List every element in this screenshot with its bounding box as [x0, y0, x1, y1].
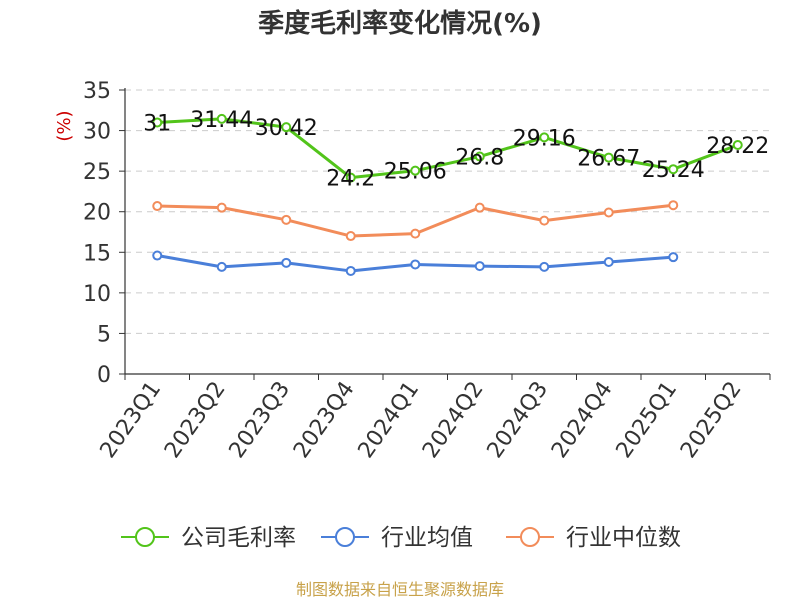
data-label: 31.44: [190, 108, 253, 133]
data-label: 29.16: [513, 126, 576, 151]
x-tick-label: 2024Q3: [483, 377, 554, 463]
data-point: [732, 140, 743, 151]
x-tick-label: 2023Q1: [96, 377, 167, 463]
data-point: [668, 252, 679, 263]
legend-marker: [135, 527, 155, 547]
legend-item[interactable]: 行业均值: [321, 525, 473, 551]
data-point: [603, 152, 614, 163]
data-point: [474, 261, 485, 272]
data-point: [216, 113, 227, 124]
legend-label: 公司毛利率: [181, 525, 296, 551]
y-tick-label: 5: [97, 322, 111, 347]
legend-marker: [520, 527, 540, 547]
x-tick-label: 2025Q1: [612, 377, 683, 463]
legend[interactable]: 公司毛利率 行业均值 行业中位数: [121, 525, 681, 551]
data-point: [345, 231, 356, 242]
y-tick-label: 15: [83, 241, 111, 266]
y-tick-label: 25: [83, 160, 111, 185]
data-point: [410, 228, 421, 239]
data-label: 30.42: [255, 116, 318, 141]
x-tick-label: 2025Q2: [676, 377, 747, 463]
data-point: [603, 257, 614, 268]
data-point: [474, 151, 485, 162]
y-axis-unit-label: (%): [54, 110, 75, 141]
data-point: [152, 250, 163, 261]
data-label: 26.67: [577, 147, 640, 172]
data-point: [410, 165, 421, 176]
legend-marker: [335, 527, 355, 547]
data-point: [152, 117, 163, 128]
data-label: 28.22: [706, 134, 769, 159]
chart-title: 季度毛利率变化情况(%): [258, 8, 542, 39]
legend-label: 行业均值: [381, 525, 473, 551]
data-point: [539, 215, 550, 226]
data-point: [281, 122, 292, 133]
y-tick-label: 10: [83, 282, 111, 307]
x-tick-label: 2024Q1: [354, 377, 425, 463]
axes: 051015202530352023Q12023Q22023Q32023Q420…: [83, 79, 771, 463]
legend-item[interactable]: 公司毛利率: [121, 525, 296, 551]
data-point: [152, 201, 163, 212]
y-tick-label: 20: [83, 201, 111, 226]
data-point: [216, 202, 227, 213]
data-point: [410, 259, 421, 270]
data-point: [474, 202, 485, 213]
gridlines: [125, 89, 770, 334]
x-tick-label: 2023Q2: [160, 377, 231, 463]
series-lines: [152, 113, 743, 276]
series-line: [157, 117, 739, 180]
data-point: [281, 257, 292, 268]
data-point: [216, 261, 227, 272]
legend-item[interactable]: 行业中位数: [506, 525, 681, 551]
x-tick-label: 2023Q4: [289, 377, 360, 463]
y-tick-label: 0: [97, 363, 111, 388]
x-tick-label: 2024Q4: [547, 377, 618, 463]
y-tick-label: 35: [83, 79, 111, 104]
data-point: [345, 172, 356, 183]
source-note: 制图数据来自恒生聚源数据库: [295, 580, 504, 599]
x-tick-label: 2023Q3: [225, 377, 296, 463]
legend-label: 行业中位数: [566, 525, 681, 551]
x-tick-label: 2024Q2: [418, 377, 489, 463]
data-label: 24.2: [326, 167, 375, 192]
data-point: [345, 265, 356, 276]
data-label: 25.24: [642, 158, 705, 183]
data-point: [603, 207, 614, 218]
data-label: 26.8: [455, 146, 504, 171]
data-point: [539, 261, 550, 272]
y-tick-label: 30: [83, 120, 111, 145]
data-label: 31: [143, 111, 171, 136]
data-point: [539, 132, 550, 143]
data-point: [668, 164, 679, 175]
data-point: [668, 200, 679, 211]
data-point: [281, 214, 292, 225]
data-label: 25.06: [384, 160, 447, 185]
